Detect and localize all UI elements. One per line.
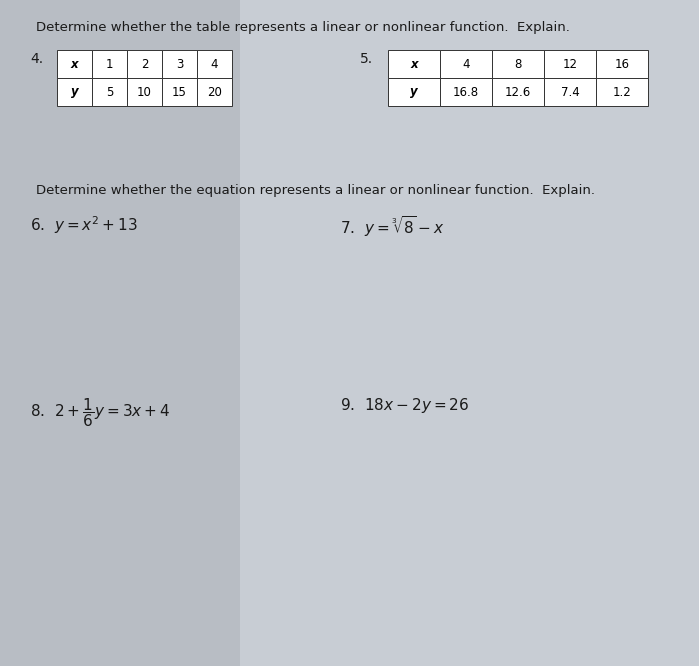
Bar <box>127 78 162 106</box>
Text: 4: 4 <box>211 57 218 71</box>
Text: 10: 10 <box>137 85 152 99</box>
Text: 4.: 4. <box>30 52 43 66</box>
Text: 7.  $y = \sqrt[3]{8} - x$: 7. $y = \sqrt[3]{8} - x$ <box>340 214 445 239</box>
Bar <box>92 78 127 106</box>
Bar <box>197 78 232 106</box>
Bar <box>492 78 544 106</box>
Text: 6.  $y = x^2 + 13$: 6. $y = x^2 + 13$ <box>30 214 138 236</box>
Text: 4: 4 <box>462 57 470 71</box>
Text: 12: 12 <box>563 57 577 71</box>
Text: x: x <box>71 57 78 71</box>
Bar <box>440 78 492 106</box>
Bar <box>162 78 197 106</box>
Text: 15: 15 <box>172 85 187 99</box>
Text: 1: 1 <box>106 57 113 71</box>
Text: x: x <box>410 57 418 71</box>
Bar <box>162 50 197 78</box>
Text: 3: 3 <box>176 57 183 71</box>
Bar <box>388 78 440 106</box>
Text: 5: 5 <box>106 85 113 99</box>
Bar <box>127 50 162 78</box>
Bar <box>544 50 596 78</box>
Bar <box>197 50 232 78</box>
Bar <box>92 50 127 78</box>
Text: 5.: 5. <box>360 52 373 66</box>
Text: 2: 2 <box>140 57 148 71</box>
Bar <box>544 78 596 106</box>
Bar <box>596 78 648 106</box>
Text: 20: 20 <box>207 85 222 99</box>
Bar <box>492 50 544 78</box>
Text: 8.  $2 + \dfrac{1}{6}y = 3x + 4$: 8. $2 + \dfrac{1}{6}y = 3x + 4$ <box>30 396 171 429</box>
Text: 16: 16 <box>614 57 630 71</box>
Bar <box>388 50 440 78</box>
Text: Determine whether the equation represents a linear or nonlinear function.  Expla: Determine whether the equation represent… <box>36 184 595 197</box>
Text: 8: 8 <box>514 57 521 71</box>
Bar <box>57 50 92 78</box>
Bar <box>0 0 240 666</box>
Bar <box>440 50 492 78</box>
Text: y: y <box>71 85 78 99</box>
Text: 1.2: 1.2 <box>612 85 631 99</box>
Text: 16.8: 16.8 <box>453 85 479 99</box>
Bar <box>596 50 648 78</box>
Text: Determine whether the table represents a linear or nonlinear function.  Explain.: Determine whether the table represents a… <box>36 21 570 34</box>
Text: 7.4: 7.4 <box>561 85 579 99</box>
Text: 9.  $18x - 2y = 26$: 9. $18x - 2y = 26$ <box>340 396 469 415</box>
Text: y: y <box>410 85 418 99</box>
Text: 12.6: 12.6 <box>505 85 531 99</box>
Bar <box>57 78 92 106</box>
